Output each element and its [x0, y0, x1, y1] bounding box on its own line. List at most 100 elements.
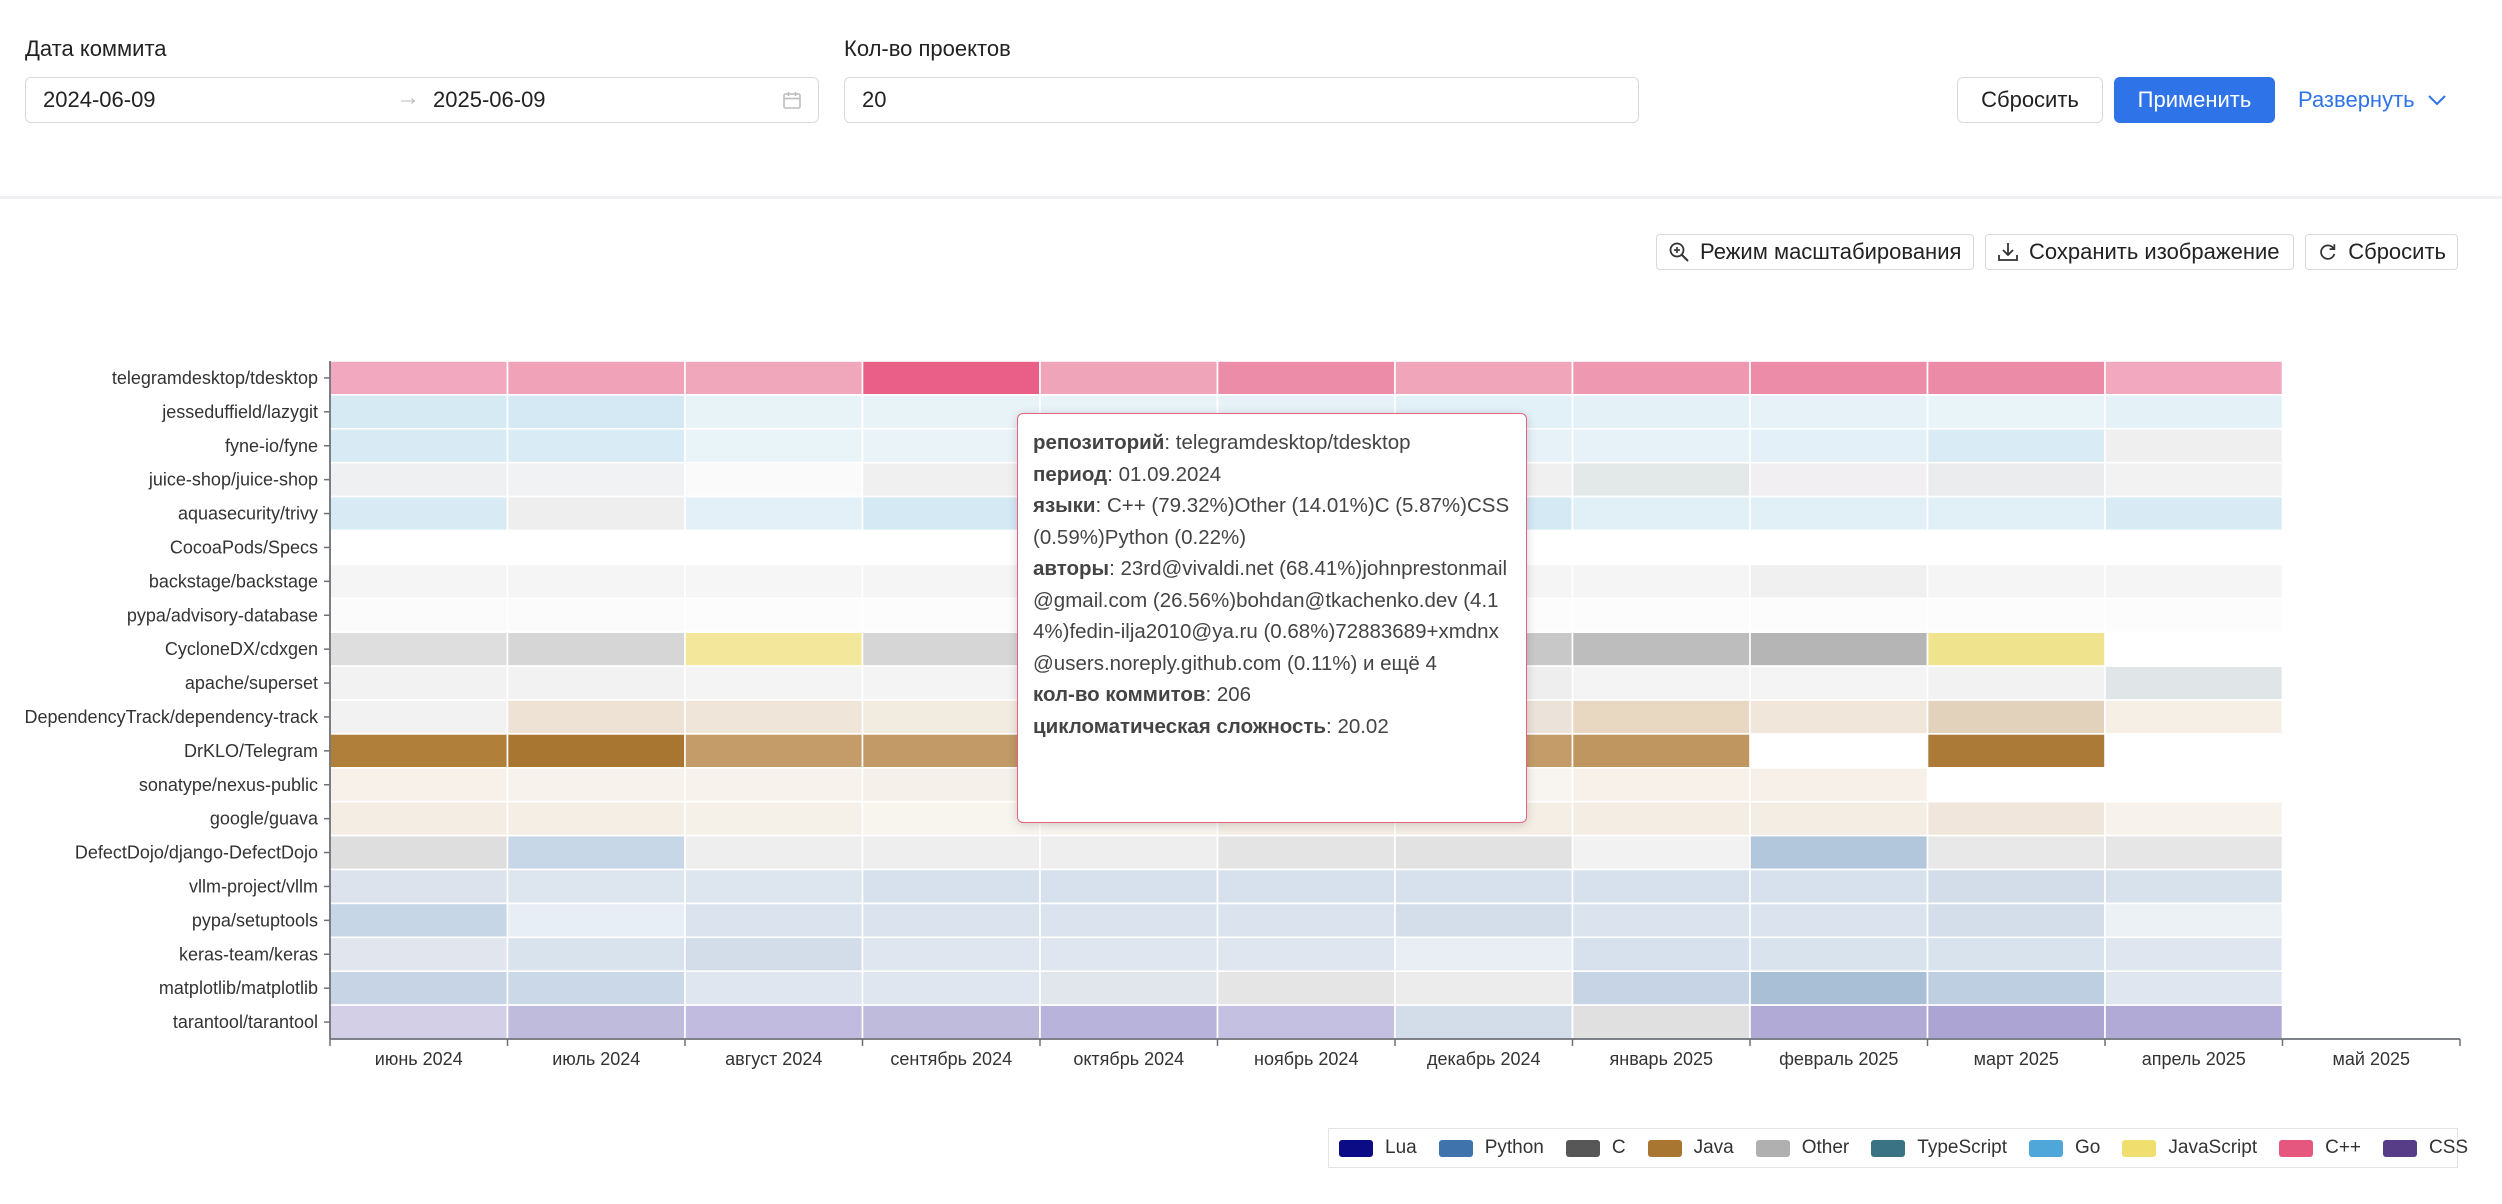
heatmap-cell[interactable] — [861, 563, 1041, 600]
heatmap-cell[interactable] — [2104, 1004, 2284, 1040]
heatmap-cell[interactable] — [2104, 394, 2284, 430]
heatmap-cell[interactable] — [506, 461, 686, 498]
heatmap-cell[interactable] — [1926, 428, 2106, 464]
heatmap-cell[interactable] — [329, 665, 509, 701]
heatmap-cell[interactable] — [1216, 360, 1396, 396]
heatmap-cell[interactable] — [1749, 800, 1929, 837]
heatmap-cell[interactable] — [684, 631, 864, 667]
heatmap-cell[interactable] — [1926, 360, 2106, 396]
heatmap-cell[interactable] — [1749, 1004, 1929, 1040]
heatmap-cell[interactable] — [861, 1004, 1041, 1040]
heatmap-cell[interactable] — [506, 597, 686, 633]
heatmap-cell[interactable] — [1749, 428, 1929, 464]
heatmap-cell[interactable] — [329, 428, 509, 464]
heatmap-cell[interactable] — [329, 394, 509, 430]
heatmap-cell[interactable] — [1571, 360, 1751, 396]
heatmap-cell[interactable] — [1571, 428, 1751, 464]
heatmap-cell[interactable] — [1216, 868, 1396, 905]
heatmap-cell[interactable] — [1926, 800, 2106, 837]
heatmap-cell[interactable] — [1394, 936, 1574, 972]
heatmap-cell[interactable] — [329, 936, 509, 972]
heatmap-cell[interactable] — [861, 800, 1041, 837]
heatmap-cell[interactable] — [1926, 699, 2106, 735]
heatmap-cell[interactable] — [861, 529, 1041, 566]
heatmap-cell[interactable] — [1926, 902, 2106, 939]
heatmap-cell[interactable] — [1926, 563, 2106, 600]
heatmap-cell[interactable] — [1571, 834, 1751, 871]
heatmap-cell[interactable] — [2104, 834, 2284, 871]
heatmap-cell[interactable] — [1926, 733, 2106, 769]
heatmap-cell[interactable] — [861, 868, 1041, 905]
heatmap-cell[interactable] — [1926, 834, 2106, 871]
heatmap-cell[interactable] — [861, 834, 1041, 871]
heatmap-cell[interactable] — [1571, 394, 1751, 430]
heatmap-cell[interactable] — [684, 834, 864, 871]
heatmap-cell[interactable] — [1394, 868, 1574, 905]
heatmap-cell[interactable] — [861, 766, 1041, 803]
heatmap-cell[interactable] — [1749, 529, 1929, 566]
heatmap-cell[interactable] — [2104, 461, 2284, 498]
heatmap-cell[interactable] — [2104, 529, 2284, 566]
heatmap-cell[interactable] — [506, 970, 686, 1006]
heatmap-cell[interactable] — [861, 394, 1041, 430]
heatmap-cell[interactable] — [506, 800, 686, 837]
heatmap-cell[interactable] — [1394, 970, 1574, 1006]
heatmap-cell[interactable] — [2104, 699, 2284, 735]
heatmap-cell[interactable] — [2104, 495, 2284, 532]
heatmap-cell[interactable] — [1394, 360, 1574, 396]
heatmap-cell[interactable] — [1039, 936, 1219, 972]
expand-button[interactable]: Развернуть — [2298, 77, 2447, 123]
apply-button[interactable]: Применить — [2114, 77, 2275, 123]
heatmap-cell[interactable] — [861, 597, 1041, 633]
heatmap-cell[interactable] — [2104, 868, 2284, 905]
heatmap-cell[interactable] — [861, 495, 1041, 532]
heatmap-cell[interactable] — [506, 834, 686, 871]
heatmap-cell[interactable] — [1926, 495, 2106, 532]
heatmap-cell[interactable] — [1571, 936, 1751, 972]
heatmap-cell[interactable] — [329, 461, 509, 498]
heatmap-cell[interactable] — [329, 902, 509, 939]
heatmap-cell[interactable] — [329, 834, 509, 871]
legend-item[interactable]: Python — [1438, 1137, 1544, 1159]
chart-reset-button[interactable]: Сбросить — [2305, 234, 2458, 270]
heatmap-cell[interactable] — [1571, 733, 1751, 769]
heatmap-cell[interactable] — [1216, 834, 1396, 871]
legend-item[interactable]: Go — [2029, 1137, 2100, 1159]
heatmap-cell[interactable] — [684, 902, 864, 939]
heatmap-cell[interactable] — [1926, 868, 2106, 905]
heatmap-cell[interactable] — [1571, 1004, 1751, 1040]
heatmap-cell[interactable] — [2104, 902, 2284, 939]
heatmap-cell[interactable] — [1749, 970, 1929, 1006]
heatmap-cell[interactable] — [684, 428, 864, 464]
heatmap-cell[interactable] — [329, 563, 509, 600]
heatmap-cell[interactable] — [1749, 902, 1929, 939]
filter-reset-button[interactable]: Сбросить — [1957, 77, 2103, 123]
heatmap-cell[interactable] — [1749, 936, 1929, 972]
heatmap-cell[interactable] — [1749, 495, 1929, 532]
legend-item[interactable]: C — [1565, 1137, 1626, 1159]
legend-item[interactable]: Other — [1755, 1137, 1849, 1159]
heatmap-cell[interactable] — [684, 766, 864, 803]
heatmap-cell[interactable] — [1039, 1004, 1219, 1040]
heatmap-cell[interactable] — [329, 699, 509, 735]
heatmap-cell[interactable] — [329, 868, 509, 905]
heatmap-cell[interactable] — [329, 970, 509, 1006]
heatmap-cell[interactable] — [1571, 597, 1751, 633]
heatmap-cell[interactable] — [2104, 665, 2284, 701]
heatmap-cell[interactable] — [684, 1004, 864, 1040]
heatmap-cell[interactable] — [506, 868, 686, 905]
heatmap-cell[interactable] — [506, 936, 686, 972]
heatmap-cell[interactable] — [1749, 834, 1929, 871]
heatmap-cell[interactable] — [1216, 970, 1396, 1006]
heatmap-cell[interactable] — [506, 902, 686, 939]
heatmap-cell[interactable] — [684, 868, 864, 905]
heatmap-cell[interactable] — [684, 360, 864, 396]
heatmap-cell[interactable] — [506, 766, 686, 803]
heatmap-cell[interactable] — [861, 360, 1041, 396]
heatmap-cell[interactable] — [1039, 970, 1219, 1006]
heatmap-cell[interactable] — [861, 970, 1041, 1006]
heatmap-cell[interactable] — [1039, 902, 1219, 939]
heatmap-cell[interactable] — [861, 733, 1041, 769]
heatmap-cell[interactable] — [2104, 970, 2284, 1006]
heatmap-cell[interactable] — [506, 360, 686, 396]
